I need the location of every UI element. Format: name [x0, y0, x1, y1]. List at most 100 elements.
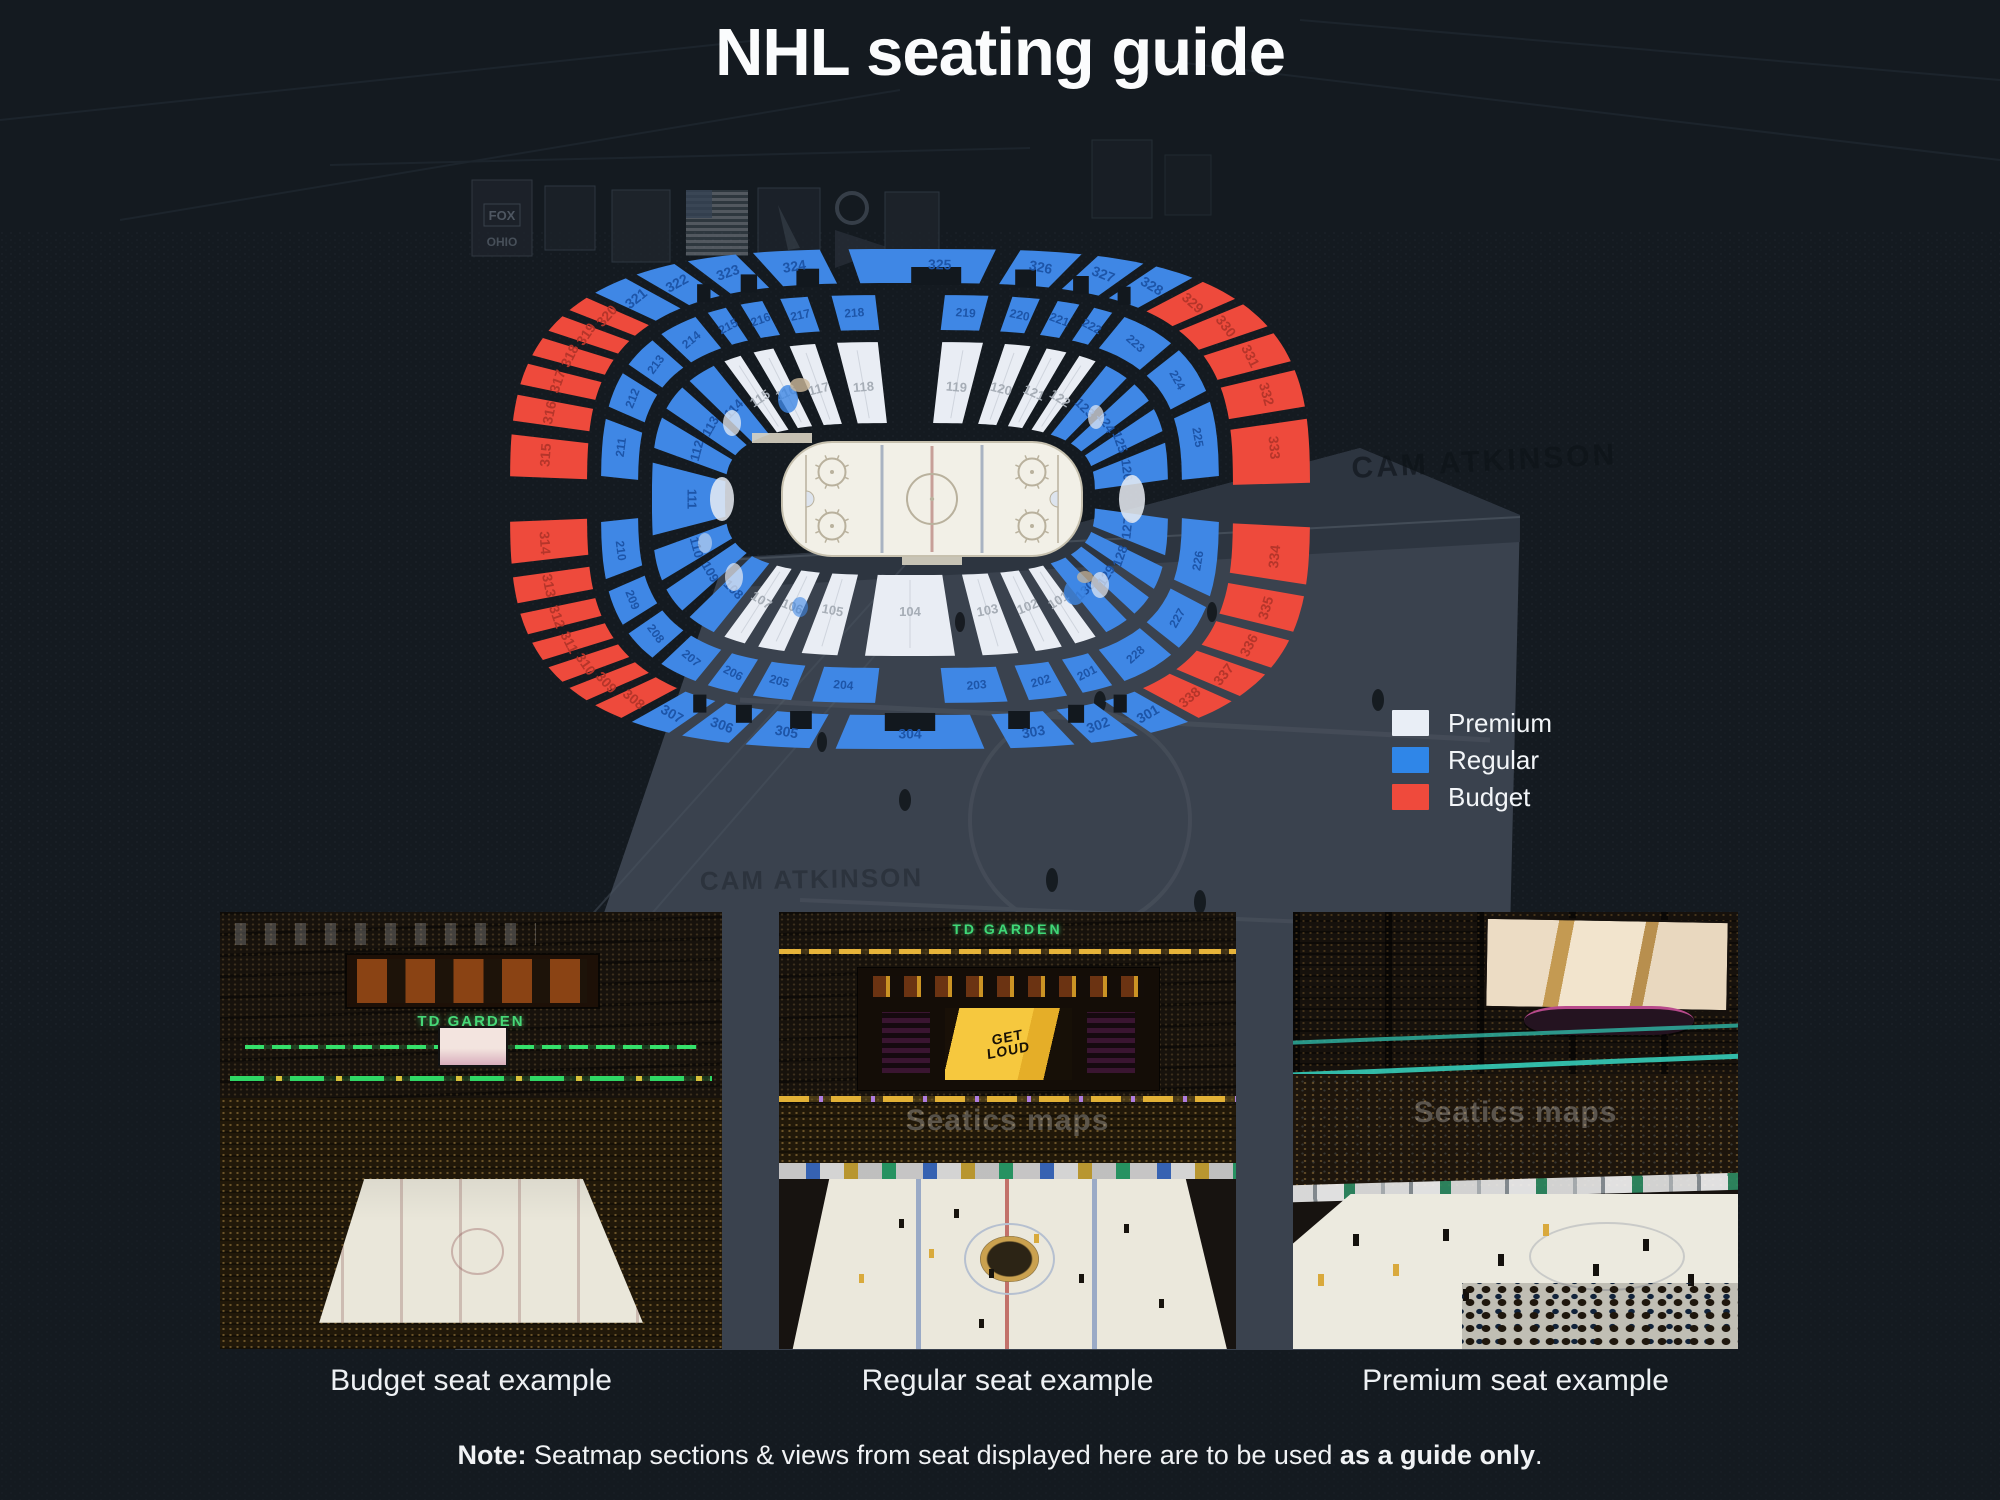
seatmap-section-223: [1098, 317, 1172, 370]
banner-fox-text: FOX: [489, 208, 516, 223]
aisle-line: [740, 571, 781, 634]
center-ice-logo: [979, 1235, 1040, 1283]
note-body: Seatmap sections & views from seat displ…: [526, 1440, 1340, 1470]
section-label: 209: [622, 588, 643, 612]
seatmap-section-209: [608, 575, 658, 625]
faceoff-tick: [1024, 484, 1028, 489]
faceoff-tick: [1024, 509, 1028, 514]
seatmap-section-334: [1229, 523, 1310, 585]
legend-label: Premium: [1448, 708, 1553, 738]
section-label: 304: [898, 726, 922, 742]
seatmap-section-215: [707, 307, 748, 345]
aisle-line: [1018, 357, 1052, 423]
seatmap-section-129: [1070, 546, 1149, 614]
premium-seat-photo: Seatics maps Premium seat example: [1293, 912, 1738, 1398]
faceoff-dot: [830, 524, 834, 528]
ohio-flag-pennant: [835, 230, 890, 268]
aisle-line: [821, 578, 843, 647]
faceoff-tick: [844, 476, 849, 480]
seatmap-section-304: [835, 714, 985, 749]
section-label: 334: [1265, 544, 1283, 569]
seatmap-section-112: [654, 417, 733, 475]
premium-caption: Premium seat example: [1362, 1364, 1669, 1397]
seatmap-section-114: [689, 365, 770, 442]
section-label: 117: [807, 379, 831, 399]
section-label: 105: [821, 601, 845, 620]
section-label: 211: [613, 436, 629, 457]
scoreboard-text: TD GARDEN: [952, 920, 1063, 937]
faceoff-dot: [1030, 470, 1034, 474]
section-label: 332: [1256, 381, 1278, 408]
faceoff-circle: [1017, 511, 1047, 541]
distress-splotch: [698, 533, 712, 553]
seatmap-section-130: [1050, 557, 1127, 633]
section-label: 219: [955, 305, 976, 320]
jumbotron-screen: [438, 1025, 508, 1067]
distress-splotch: [1077, 571, 1093, 583]
seatmap-section-125: [1084, 409, 1163, 467]
seatmap-section-121: [1007, 348, 1067, 429]
faceoff-dot: [830, 470, 834, 474]
section-label: 316: [539, 399, 559, 425]
section-notch: [796, 268, 820, 287]
section-label: 312: [546, 603, 569, 631]
led-ribbon: [230, 1075, 712, 1081]
section-notch: [693, 694, 707, 713]
faceoff-tick: [1036, 484, 1040, 489]
budget-color-swatch: [1392, 784, 1429, 810]
seatmap-section-309: [569, 662, 649, 701]
scoreboard-lights: [872, 976, 1145, 997]
section-label: 119: [945, 378, 967, 395]
section-notch: [884, 713, 936, 731]
seatmap-section-329: [1146, 281, 1236, 327]
section-label: 216: [749, 309, 773, 329]
scoreboard-panel: [881, 1011, 931, 1073]
faceoff-tick: [1044, 476, 1049, 480]
aisle-line: [977, 578, 999, 647]
seatmap-section-113: [666, 387, 747, 456]
aisle-line: [989, 352, 1015, 420]
aisle-line: [1041, 365, 1082, 427]
seatmap-section-212: [608, 373, 658, 423]
rink-board-ads: [779, 1163, 1236, 1179]
seatmap-section-126: [1092, 442, 1168, 490]
section-label: 324: [782, 256, 808, 275]
premium-seat-image: Seatics maps: [1293, 912, 1738, 1349]
distress-splotch: [710, 477, 734, 521]
seatmap-section-216: [740, 301, 780, 338]
aisle-line: [805, 352, 831, 420]
faceoff-tick: [844, 530, 849, 534]
seatmap-svg: 1011021031041051061071081091101111121131…: [510, 249, 1310, 749]
lower-bowl-crowd: [1293, 1073, 1738, 1188]
section-notch: [790, 711, 812, 729]
led-ribbon: [779, 949, 1236, 955]
section-notch: [1015, 269, 1036, 288]
regular-caption: Regular seat example: [861, 1364, 1154, 1397]
faceoff-dot: [1030, 524, 1034, 528]
regular-color-swatch: [1392, 747, 1429, 773]
section-label: 202: [1029, 671, 1052, 690]
section-label: 102: [1015, 595, 1041, 617]
seatmap-section-312: [520, 598, 602, 635]
faceoff-tick: [815, 518, 820, 522]
faceoff-tick: [1015, 530, 1020, 534]
faceoff-tick: [844, 518, 849, 522]
section-label: 112: [687, 439, 707, 463]
distress-splotch: [792, 597, 808, 617]
seatmap-section-117: [789, 344, 842, 426]
seatmap-section-210: [601, 518, 643, 580]
section-notch: [740, 274, 758, 293]
seatmap-section-316: [513, 394, 594, 432]
seatmap-section-123: [1050, 365, 1127, 441]
distress-splotch: [1119, 475, 1145, 523]
section-notch: [735, 704, 752, 723]
seatmap-section-110: [654, 523, 733, 581]
budget-seat-image: TD GARDEN: [220, 912, 722, 1349]
section-notch: [1113, 694, 1127, 713]
seatmap-section-311: [532, 623, 614, 660]
seatmap-section-226: [1174, 518, 1219, 597]
legend-row-premium: Premium: [1392, 710, 1552, 736]
retired-banners: [235, 922, 537, 945]
seatmap-section-118: [837, 342, 887, 424]
faceoff-tick: [824, 509, 828, 514]
